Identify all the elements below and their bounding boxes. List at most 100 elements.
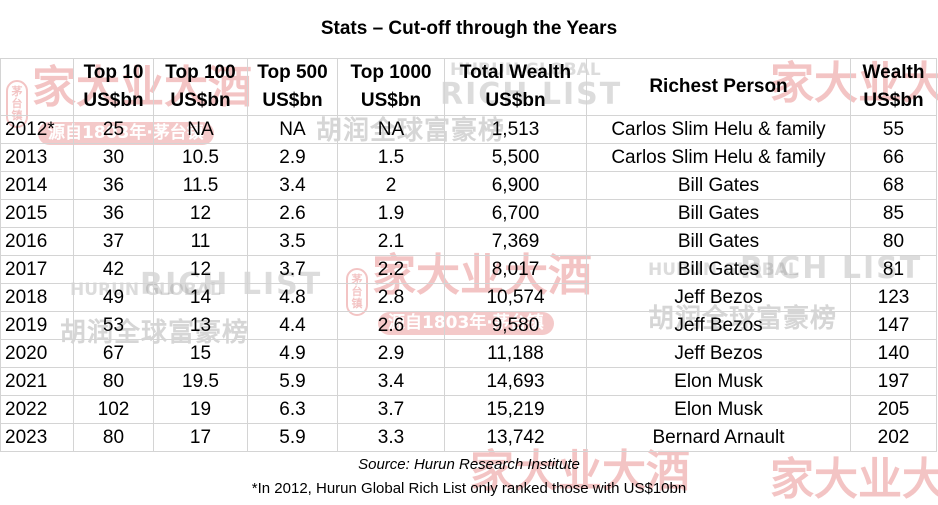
cell-top-500: 3.4 — [247, 171, 338, 200]
header-row: Top 10 US$bn Top 100 US$bn Top 500 US$bn To… — [0, 58, 937, 116]
cell-total-wealth: 9,580 — [444, 311, 587, 340]
cell-top-10: 30 — [73, 143, 154, 172]
cell-wealth: 205 — [850, 395, 937, 424]
cell-top-10: 36 — [73, 199, 154, 228]
table-body: 2012* 25 NA NA NA 1,513 Carlos Slim Helu & fam… — [0, 115, 937, 452]
cell-year: 2021 — [0, 367, 74, 396]
cell-top-10: 49 — [73, 283, 154, 312]
cell-top-500: 4.4 — [247, 311, 338, 340]
cell-wealth: 81 — [850, 255, 937, 284]
cell-top-1000: 3.7 — [337, 395, 445, 424]
cell-top-10: 102 — [73, 395, 154, 424]
footnote: *In 2012, Hurun Global Rich List only ra… — [251, 480, 687, 497]
cell-top-100: 19 — [153, 395, 248, 424]
cell-top-1000: 2.8 — [337, 283, 445, 312]
table-row: 2017 42 12 3.7 2.2 8,017 Bill Gates 81 — [0, 255, 937, 284]
cell-richest-person: Bernard Arnault — [586, 423, 851, 452]
cell-top-500: 2.6 — [247, 199, 338, 228]
cell-top-100: 17 — [153, 423, 248, 452]
cell-richest-person: Carlos Slim Helu & family — [586, 143, 851, 172]
cell-richest-person: Elon Musk — [586, 367, 851, 396]
table-row: 2015 36 12 2.6 1.9 6,700 Bill Gates 85 — [0, 199, 937, 228]
cell-top-100: 15 — [153, 339, 248, 368]
table-row: 2013 30 10.5 2.9 1.5 5,500 Carlos Slim Helu & … — [0, 143, 937, 172]
source-note: Source: Hurun Research Institute — [358, 456, 580, 473]
cell-top-1000: 3.4 — [337, 367, 445, 396]
cell-total-wealth: 11,188 — [444, 339, 587, 368]
cell-top-1000: 1.5 — [337, 143, 445, 172]
cell-richest-person: Carlos Slim Helu & family — [586, 115, 851, 144]
header-top-100: Top 100 US$bn — [153, 58, 248, 116]
cell-richest-person: Bill Gates — [586, 171, 851, 200]
cell-top-500: 4.9 — [247, 339, 338, 368]
table-row: 2014 36 11.5 3.4 2 6,900 Bill Gates 68 — [0, 171, 937, 200]
cell-top-100: 12 — [153, 199, 248, 228]
cell-top-100: 11.5 — [153, 171, 248, 200]
cell-total-wealth: 6,700 — [444, 199, 587, 228]
cell-top-100: 10.5 — [153, 143, 248, 172]
cell-total-wealth: 1,513 — [444, 115, 587, 144]
table-row: 2016 37 11 3.5 2.1 7,369 Bill Gates 80 — [0, 227, 937, 256]
cell-total-wealth: 15,219 — [444, 395, 587, 424]
cell-richest-person: Bill Gates — [586, 199, 851, 228]
cell-wealth: 68 — [850, 171, 937, 200]
cell-top-10: 67 — [73, 339, 154, 368]
cell-year: 2016 — [0, 227, 74, 256]
table-row: 2021 80 19.5 5.9 3.4 14,693 Elon Musk 197 — [0, 367, 937, 396]
cell-top-100: 19.5 — [153, 367, 248, 396]
cell-top-500: 3.7 — [247, 255, 338, 284]
cell-top-1000: 3.3 — [337, 423, 445, 452]
cell-top-500: 5.9 — [247, 367, 338, 396]
cell-total-wealth: 7,369 — [444, 227, 587, 256]
header-total-wealth: Total Wealth US$bn — [444, 58, 587, 116]
cell-top-10: 37 — [73, 227, 154, 256]
cell-wealth: 123 — [850, 283, 937, 312]
header-top-1000: Top 1000 US$bn — [337, 58, 445, 116]
cell-year: 2023 — [0, 423, 74, 452]
cell-top-100: 12 — [153, 255, 248, 284]
cell-top-500: 6.3 — [247, 395, 338, 424]
cell-year: 2022 — [0, 395, 74, 424]
cell-top-10: 42 — [73, 255, 154, 284]
cell-top-500: 2.9 — [247, 143, 338, 172]
cell-top-1000: 2.6 — [337, 311, 445, 340]
cell-wealth: 55 — [850, 115, 937, 144]
cell-year: 2017 — [0, 255, 74, 284]
cell-total-wealth: 10,574 — [444, 283, 587, 312]
cell-top-500: 4.8 — [247, 283, 338, 312]
cell-top-500: NA — [247, 115, 338, 144]
cell-richest-person: Jeff Bezos — [586, 339, 851, 368]
cell-top-10: 80 — [73, 367, 154, 396]
table-row: 2012* 25 NA NA NA 1,513 Carlos Slim Helu & fam… — [0, 115, 937, 144]
cell-total-wealth: 8,017 — [444, 255, 587, 284]
cell-total-wealth: 5,500 — [444, 143, 587, 172]
cell-top-1000: 2.9 — [337, 339, 445, 368]
cell-year: 2019 — [0, 311, 74, 340]
cell-top-500: 5.9 — [247, 423, 338, 452]
cell-top-100: NA — [153, 115, 248, 144]
header-top-10: Top 10 US$bn — [73, 58, 154, 116]
cell-top-100: 13 — [153, 311, 248, 340]
cell-top-1000: NA — [337, 115, 445, 144]
table-row: 2018 49 14 4.8 2.8 10,574 Jeff Bezos 123 — [0, 283, 937, 312]
cell-wealth: 66 — [850, 143, 937, 172]
cell-year: 2013 — [0, 143, 74, 172]
cell-year: 2020 — [0, 339, 74, 368]
cell-total-wealth: 13,742 — [444, 423, 587, 452]
cell-top-500: 3.5 — [247, 227, 338, 256]
cell-richest-person: Bill Gates — [586, 227, 851, 256]
header-richest-person: Richest Person — [586, 58, 851, 116]
cell-total-wealth: 6,900 — [444, 171, 587, 200]
cell-top-1000: 1.9 — [337, 199, 445, 228]
cell-year: 2014 — [0, 171, 74, 200]
cell-year: 2018 — [0, 283, 74, 312]
cell-total-wealth: 14,693 — [444, 367, 587, 396]
cell-top-10: 36 — [73, 171, 154, 200]
cell-top-10: 80 — [73, 423, 154, 452]
cell-top-1000: 2.1 — [337, 227, 445, 256]
stats-table: Top 10 US$bn Top 100 US$bn Top 500 US$bn To… — [0, 58, 937, 452]
header-wealth: Wealth US$bn — [850, 58, 937, 116]
header-top-500: Top 500 US$bn — [247, 58, 338, 116]
cell-wealth: 147 — [850, 311, 937, 340]
cell-year: 2012* — [0, 115, 74, 144]
